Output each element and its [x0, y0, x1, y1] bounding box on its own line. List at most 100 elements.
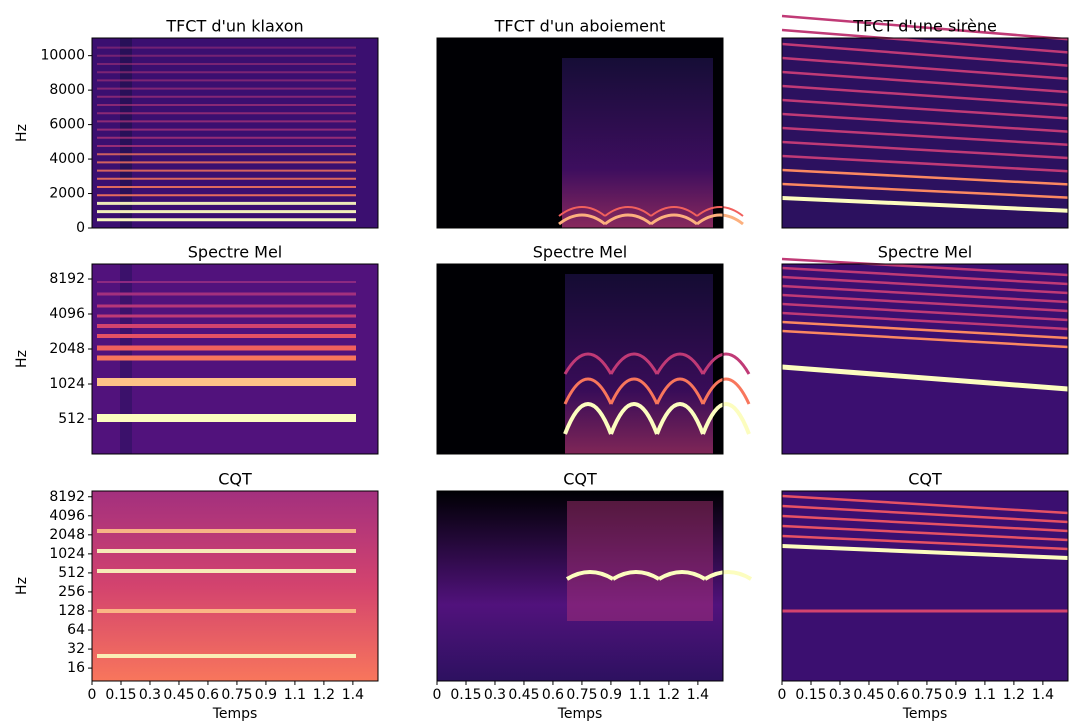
x-axis-label: Temps [902, 706, 948, 722]
x-tick-label: 0.3 [484, 687, 506, 703]
spectrogram-image [781, 70, 1069, 94]
spectrogram-image [781, 364, 1069, 392]
x-axis-label: Temps [212, 706, 258, 722]
spectrogram-image [781, 544, 1069, 560]
y-tick-label: 1024 [49, 546, 85, 562]
spectrogram-image [781, 112, 1069, 133]
y-tick-label: 4096 [49, 508, 85, 524]
x-tick-label: 0 [778, 687, 787, 703]
spectrogram-image [562, 58, 713, 228]
x-tick-label: 0 [433, 687, 442, 703]
axes-frame [436, 490, 724, 682]
spectrogram-image [781, 293, 1069, 313]
spectrogram-image [781, 126, 1069, 147]
y-tick-label: 1024 [49, 376, 85, 392]
x-tick-label: 0.45 [163, 687, 194, 703]
y-axis-label: Hz [14, 350, 30, 368]
axes-title: CQT [218, 470, 252, 489]
axes-frame [436, 37, 724, 229]
axes-frame [781, 263, 1069, 455]
x-tick-label: 1.1 [284, 687, 306, 703]
axes-frame [91, 263, 379, 455]
y-tick-label: 2048 [49, 527, 85, 543]
spectrogram-image [781, 154, 1069, 173]
spectrogram-image [563, 377, 751, 405]
spectrogram-image [558, 213, 744, 226]
spectrogram-image [781, 266, 1069, 286]
x-tick-label: 0.9 [600, 687, 622, 703]
x-tick-label: 0.6 [542, 687, 564, 703]
spectrogram-image [781, 84, 1069, 107]
y-tick-label: 8192 [49, 271, 85, 287]
x-axis-label: Temps [557, 706, 603, 722]
spectrogram-image [781, 98, 1069, 120]
y-axis-label: Hz [14, 577, 30, 595]
x-tick-label: 0.75 [911, 687, 942, 703]
y-tick-label: 10000 [40, 48, 85, 64]
spectrogram-image [781, 275, 1069, 295]
spectrogram-image [781, 257, 1069, 277]
spectrogram-image [567, 501, 713, 621]
x-tick-label: 1.4 [1032, 687, 1054, 703]
axes-title: CQT [908, 470, 942, 489]
x-tick-label: 1.1 [974, 687, 996, 703]
spectrogram-image [781, 504, 1069, 524]
y-tick-label: 64 [67, 622, 85, 638]
y-tick-label: 4000 [49, 151, 85, 167]
x-tick-label: 1.2 [313, 687, 335, 703]
spectrogram-image [563, 402, 751, 435]
spectrogram-image [781, 196, 1069, 213]
spectrogram-image [120, 38, 132, 228]
axes-title: Spectre Mel [878, 243, 972, 262]
x-tick-label: 0.15 [450, 687, 481, 703]
spectrogram-image [781, 534, 1069, 551]
y-tick-label: 0 [76, 220, 85, 236]
x-tick-label: 0.75 [221, 687, 252, 703]
axes-title: CQT [563, 470, 597, 489]
spectrogram-image [781, 42, 1069, 67]
y-tick-label: 16 [67, 660, 85, 676]
x-tick-label: 0.15 [795, 687, 826, 703]
y-tick-label: 8192 [49, 489, 85, 505]
spectrogram-image [781, 311, 1069, 331]
spectrogram-image [781, 320, 1069, 340]
y-tick-label: 2048 [49, 341, 85, 357]
x-tick-label: 0.45 [853, 687, 884, 703]
y-tick-label: 4096 [49, 306, 85, 322]
spectrogram-image [563, 352, 751, 375]
y-tick-label: 128 [58, 603, 85, 619]
x-tick-label: 1.4 [687, 687, 709, 703]
y-tick-label: 512 [58, 565, 85, 581]
spectrogram-image [781, 182, 1069, 199]
spectrogram-image [781, 168, 1069, 186]
spectrogram-image [781, 302, 1069, 322]
axes-frame [436, 263, 724, 455]
spectrogram-image [781, 14, 1069, 41]
spectrogram-image [781, 514, 1069, 533]
spectrogram-image [781, 56, 1069, 81]
axes-title: TFCT d'une sirène [852, 17, 997, 36]
axes-frame [91, 37, 379, 229]
spectrogram-image [781, 28, 1069, 54]
spectrogram-image [781, 329, 1069, 349]
x-tick-label: 0 [88, 687, 97, 703]
x-tick-label: 0.9 [945, 687, 967, 703]
axes-frame [781, 490, 1069, 682]
x-tick-label: 0.6 [887, 687, 909, 703]
y-axis-label: Hz [14, 124, 30, 142]
y-tick-label: 512 [58, 411, 85, 427]
x-tick-label: 1.1 [629, 687, 651, 703]
spectrogram-image [437, 491, 723, 681]
axes-title: Spectre Mel [188, 243, 282, 262]
x-tick-label: 0.3 [829, 687, 851, 703]
x-tick-label: 0.15 [105, 687, 136, 703]
axes-title: TFCT d'un klaxon [165, 17, 303, 36]
x-tick-label: 0.75 [566, 687, 597, 703]
spectrogram-image [565, 274, 713, 454]
spectrogram-image [565, 570, 753, 581]
spectrogram-image [781, 284, 1069, 304]
x-tick-label: 1.2 [658, 687, 680, 703]
y-tick-label: 6000 [49, 117, 85, 133]
axes-frame [91, 490, 379, 682]
